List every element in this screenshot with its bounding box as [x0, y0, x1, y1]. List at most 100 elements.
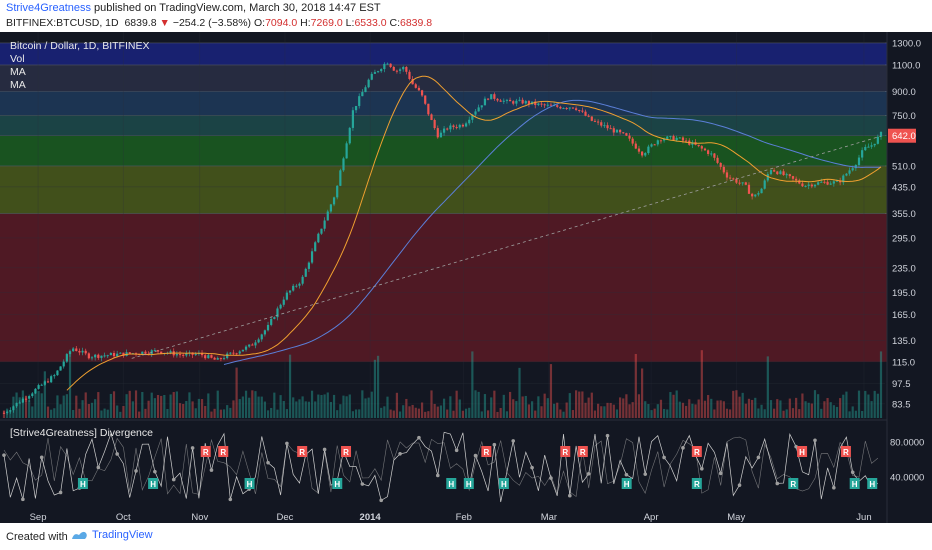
y-tick-label: 295.0 — [892, 233, 916, 244]
candle-body — [116, 353, 119, 357]
y-tick-label: 83.5 — [892, 399, 911, 410]
candle-body — [9, 410, 12, 412]
candle-body — [515, 100, 518, 104]
volume-bar — [791, 408, 795, 418]
candle-body — [735, 178, 738, 183]
volume-bar — [156, 394, 160, 418]
candle-body — [439, 132, 443, 138]
volume-bar — [103, 408, 106, 418]
candle-body — [798, 180, 801, 184]
osc-dot — [266, 460, 270, 465]
volume-bar — [301, 396, 304, 418]
volume-bar — [527, 404, 531, 418]
volume-bar — [647, 404, 650, 418]
volume-bar — [34, 390, 37, 418]
volume-bar — [593, 410, 597, 418]
volume-bar — [490, 397, 493, 418]
volume-bar — [867, 394, 870, 418]
volume-bar — [681, 402, 685, 418]
osc-dot — [285, 441, 289, 446]
volume-bar — [97, 392, 100, 418]
candle-body — [703, 148, 707, 151]
candle-body — [386, 63, 389, 65]
candle-body — [345, 143, 348, 159]
volume-bar — [697, 399, 700, 418]
divergence-marker-text: H — [247, 480, 253, 489]
candle-body — [310, 251, 314, 263]
candle-body — [430, 114, 433, 120]
volume-bar — [798, 409, 801, 418]
candle-body — [260, 334, 263, 340]
candle-body — [707, 150, 710, 154]
osc-dot — [549, 476, 553, 480]
candle-body — [62, 361, 65, 367]
volume-bar — [436, 406, 439, 418]
volume-bar — [266, 410, 270, 418]
osc-dot — [681, 446, 685, 450]
candle-body — [339, 170, 342, 186]
candle-body — [56, 370, 59, 376]
candle-body — [854, 164, 857, 169]
volume-bar — [78, 408, 81, 418]
candle-body — [782, 171, 785, 176]
candle-body — [681, 137, 685, 141]
candle-body — [820, 181, 823, 183]
candle-body — [65, 354, 68, 362]
low-label: L: — [345, 17, 355, 29]
candle-body — [754, 194, 757, 197]
volume-bar — [452, 410, 455, 418]
volume-bar — [248, 397, 251, 418]
volume-bar — [581, 391, 584, 418]
candle-body — [229, 352, 232, 354]
candle-body — [40, 384, 43, 386]
volume-bar — [854, 410, 857, 418]
volume-bar — [43, 371, 46, 418]
volume-bar — [332, 394, 336, 418]
volume-bar — [254, 391, 257, 418]
author-link[interactable]: Strive4Greatness — [6, 2, 91, 14]
candle-body — [590, 116, 593, 121]
candle-body — [807, 184, 810, 186]
volume-bar — [420, 402, 424, 418]
candle-body — [716, 157, 719, 163]
volume-bar — [222, 409, 226, 418]
volume-bar — [185, 400, 188, 418]
volume-bar — [342, 395, 345, 418]
candle-body — [141, 351, 144, 355]
volume-bar — [754, 397, 757, 418]
y-tick-label: 97.5 — [892, 379, 911, 390]
candle-body — [817, 182, 820, 185]
candle-body — [307, 262, 311, 269]
symbol-label: BITFINEX:BTCUSD, 1D — [6, 17, 119, 29]
price-chart[interactable]: H H R R R H R H H R H R R H R R R H R H H H 1300.0 1100.0 900.0… — [0, 32, 932, 523]
osc-dot — [58, 490, 63, 495]
candle-body — [879, 131, 883, 137]
divergence-marker — [797, 446, 808, 457]
candle-body — [606, 125, 609, 129]
candle-body — [103, 355, 106, 357]
volume-bar — [861, 410, 864, 418]
tradingview-link[interactable]: TradingView — [70, 529, 153, 541]
candle-body — [50, 376, 53, 383]
y-tick-label: 750.0 — [892, 111, 916, 122]
y-tick-label: 355.0 — [892, 209, 916, 220]
volume-bar — [785, 409, 788, 418]
candle-body — [191, 352, 194, 355]
divergence-marker-text: H — [799, 448, 805, 457]
price-change: −254.2 (−3.58%) — [172, 17, 252, 29]
volume-bar — [703, 400, 707, 418]
volume-bar — [395, 392, 399, 418]
volume-bar — [310, 390, 314, 418]
osc-dot — [511, 439, 516, 443]
candle-body — [791, 176, 795, 179]
osc-dot — [190, 446, 195, 450]
volume-bar — [141, 391, 144, 418]
x-tick-label: Feb — [456, 512, 472, 523]
volume-bar — [18, 397, 21, 418]
divergence-marker-text: H — [150, 480, 156, 489]
osc-dot — [115, 452, 119, 456]
volume-bar — [106, 409, 109, 418]
volume-bar — [65, 394, 68, 418]
volume-bar — [94, 399, 97, 418]
candle-body — [358, 96, 361, 106]
